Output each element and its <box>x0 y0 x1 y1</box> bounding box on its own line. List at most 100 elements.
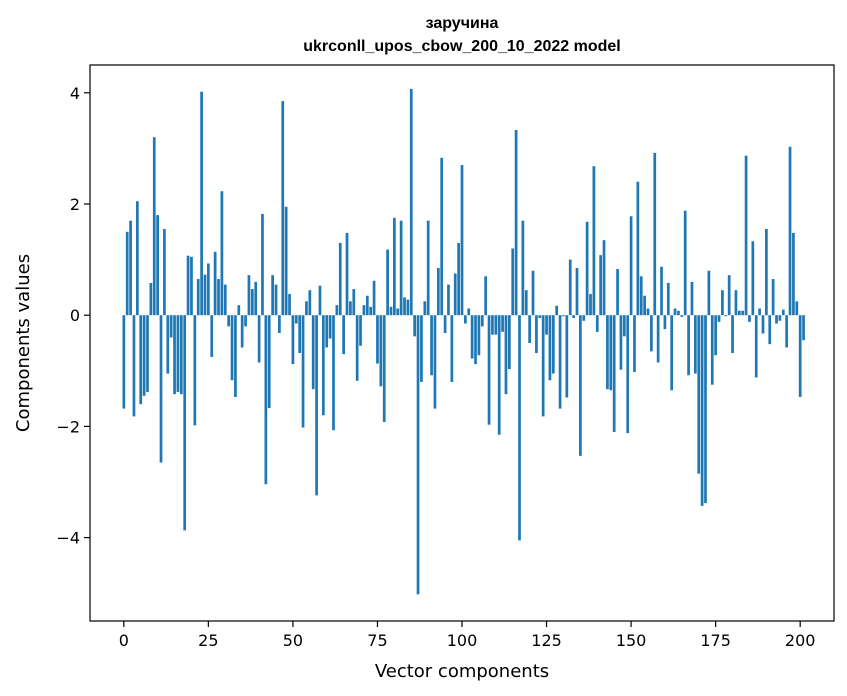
x-tick-label: 200 <box>785 631 816 650</box>
bar-37 <box>247 275 251 316</box>
bar-134 <box>575 267 579 316</box>
bar-36 <box>244 315 247 327</box>
bar-65 <box>342 315 345 355</box>
bar-145 <box>612 315 616 432</box>
bar-174 <box>710 315 714 385</box>
bar-1 <box>125 231 129 316</box>
bar-117 <box>518 315 521 541</box>
bar-103 <box>470 315 474 359</box>
bar-164 <box>677 310 680 316</box>
y-tick-label: 4 <box>70 84 80 103</box>
bar-64 <box>338 242 342 316</box>
bar-90 <box>426 220 430 316</box>
bar-188 <box>758 308 761 316</box>
bar-29 <box>220 191 224 316</box>
bar-74 <box>372 280 376 316</box>
bar-106 <box>480 315 484 327</box>
bar-125 <box>545 315 548 335</box>
bar-116 <box>514 130 518 316</box>
y-tick-label: −2 <box>56 417 80 436</box>
bar-92 <box>433 315 437 409</box>
bar-30 <box>223 284 227 316</box>
chart-title: заручина <box>426 15 499 32</box>
bar-12 <box>163 229 166 316</box>
bar-15 <box>173 315 176 395</box>
bar-52 <box>298 315 302 354</box>
bar-150 <box>629 216 633 316</box>
bar-111 <box>497 315 501 435</box>
bar-100 <box>460 165 464 316</box>
bar-152 <box>636 181 640 316</box>
bar-105 <box>477 315 481 356</box>
bar-17 <box>179 315 183 395</box>
bar-98 <box>453 273 457 316</box>
bar-73 <box>369 306 373 316</box>
bar-79 <box>389 306 393 316</box>
bar-69 <box>355 315 359 381</box>
x-axis-label: Vector components <box>375 661 549 682</box>
chart-subtitle: ukrconll_upos_cbow_200_10_2022 model <box>303 38 620 55</box>
bar-45 <box>274 284 278 316</box>
bar-189 <box>761 315 765 334</box>
bar-175 <box>714 315 717 356</box>
bar-200 <box>798 315 802 397</box>
bar-181 <box>734 290 738 316</box>
bar-61 <box>328 315 332 339</box>
bar-22 <box>196 279 200 316</box>
bar-70 <box>359 315 362 346</box>
bar-159 <box>660 266 663 316</box>
bar-129 <box>558 315 562 409</box>
bar-5 <box>139 315 143 405</box>
bar-9 <box>152 137 156 316</box>
ticks-group: 0 25 50 75 100 125 150 175 200 −4 −2 0 2 4 <box>56 84 815 650</box>
x-tick-label: 75 <box>367 631 387 650</box>
bar-16 <box>176 315 180 392</box>
bar-78 <box>386 249 389 316</box>
bar-176 <box>717 315 721 322</box>
bar-128 <box>555 305 559 316</box>
bar-171 <box>700 315 704 506</box>
bar-161 <box>666 282 670 316</box>
bar-131 <box>565 315 569 398</box>
bar-162 <box>670 315 674 391</box>
bar-183 <box>741 310 745 316</box>
bar-157 <box>653 152 657 316</box>
bar-24 <box>203 274 207 316</box>
bar-149 <box>626 315 630 434</box>
bar-59 <box>321 315 325 416</box>
bar-197 <box>788 146 792 316</box>
bar-71 <box>362 305 366 316</box>
bar-93 <box>436 267 440 316</box>
bar-196 <box>785 315 789 348</box>
bar-67 <box>349 301 352 316</box>
bar-120 <box>528 315 531 343</box>
bar-194 <box>778 315 782 321</box>
x-tick-label: 0 <box>119 631 129 650</box>
bar-147 <box>619 315 623 370</box>
bar-42 <box>264 315 268 485</box>
bar-62 <box>332 315 335 431</box>
bar-136 <box>582 315 586 321</box>
bar-32 <box>230 315 234 381</box>
bar-146 <box>616 269 619 316</box>
bar-158 <box>656 315 660 363</box>
bar-140 <box>595 315 599 332</box>
bar-82 <box>399 220 403 316</box>
x-tick-label: 50 <box>283 631 303 650</box>
bars-group <box>122 88 805 595</box>
bar-49 <box>288 294 291 316</box>
bar-53 <box>301 315 305 428</box>
bar-60 <box>325 315 329 348</box>
bar-91 <box>430 315 433 376</box>
bar-95 <box>443 315 447 333</box>
bar-110 <box>494 315 498 335</box>
bar-184 <box>744 155 748 316</box>
bar-54 <box>305 301 308 316</box>
bar-142 <box>602 240 606 316</box>
x-tick-label: 125 <box>531 631 562 650</box>
bar-109 <box>491 315 494 335</box>
bar-112 <box>501 315 504 332</box>
bar-39 <box>254 281 258 316</box>
bar-185 <box>748 315 751 322</box>
bar-3 <box>132 315 136 417</box>
